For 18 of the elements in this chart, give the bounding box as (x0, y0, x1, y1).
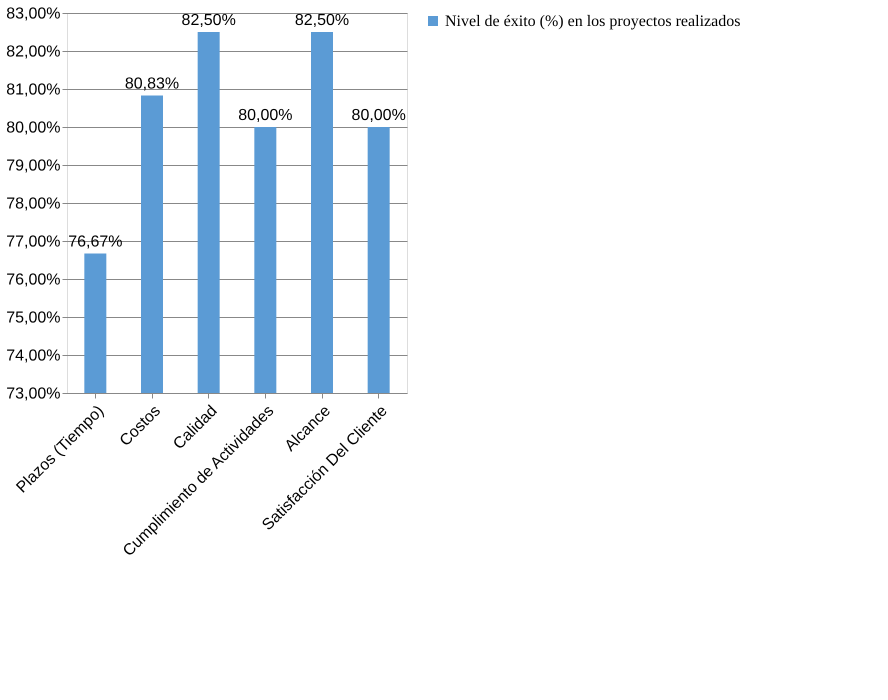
y-tick-label: 76,00% (6, 272, 60, 288)
data-label: 76,67% (68, 234, 122, 251)
y-tick-label: 78,00% (6, 196, 60, 212)
legend-label: Nivel de éxito (%) en los proyectos realizados (445, 13, 740, 30)
y-tick-label: 75,00% (6, 310, 60, 326)
y-tick-label: 79,00% (6, 158, 60, 174)
y-tick-label: 82,00% (6, 44, 60, 60)
y-tick-label: 81,00% (6, 82, 60, 98)
y-tick-label: 77,00% (6, 234, 60, 250)
y-tick-label: 83,00% (6, 6, 60, 22)
data-label: 80,00% (238, 107, 292, 124)
data-label: 82,50% (294, 12, 350, 29)
data-label: 80,83% (124, 75, 180, 92)
y-tick-label: 80,00% (6, 120, 60, 136)
data-label: 82,50% (182, 12, 236, 29)
y-tick-label: 73,00% (6, 386, 60, 402)
data-label: 80,00% (352, 107, 406, 124)
y-tick-label: 74,00% (6, 348, 60, 364)
